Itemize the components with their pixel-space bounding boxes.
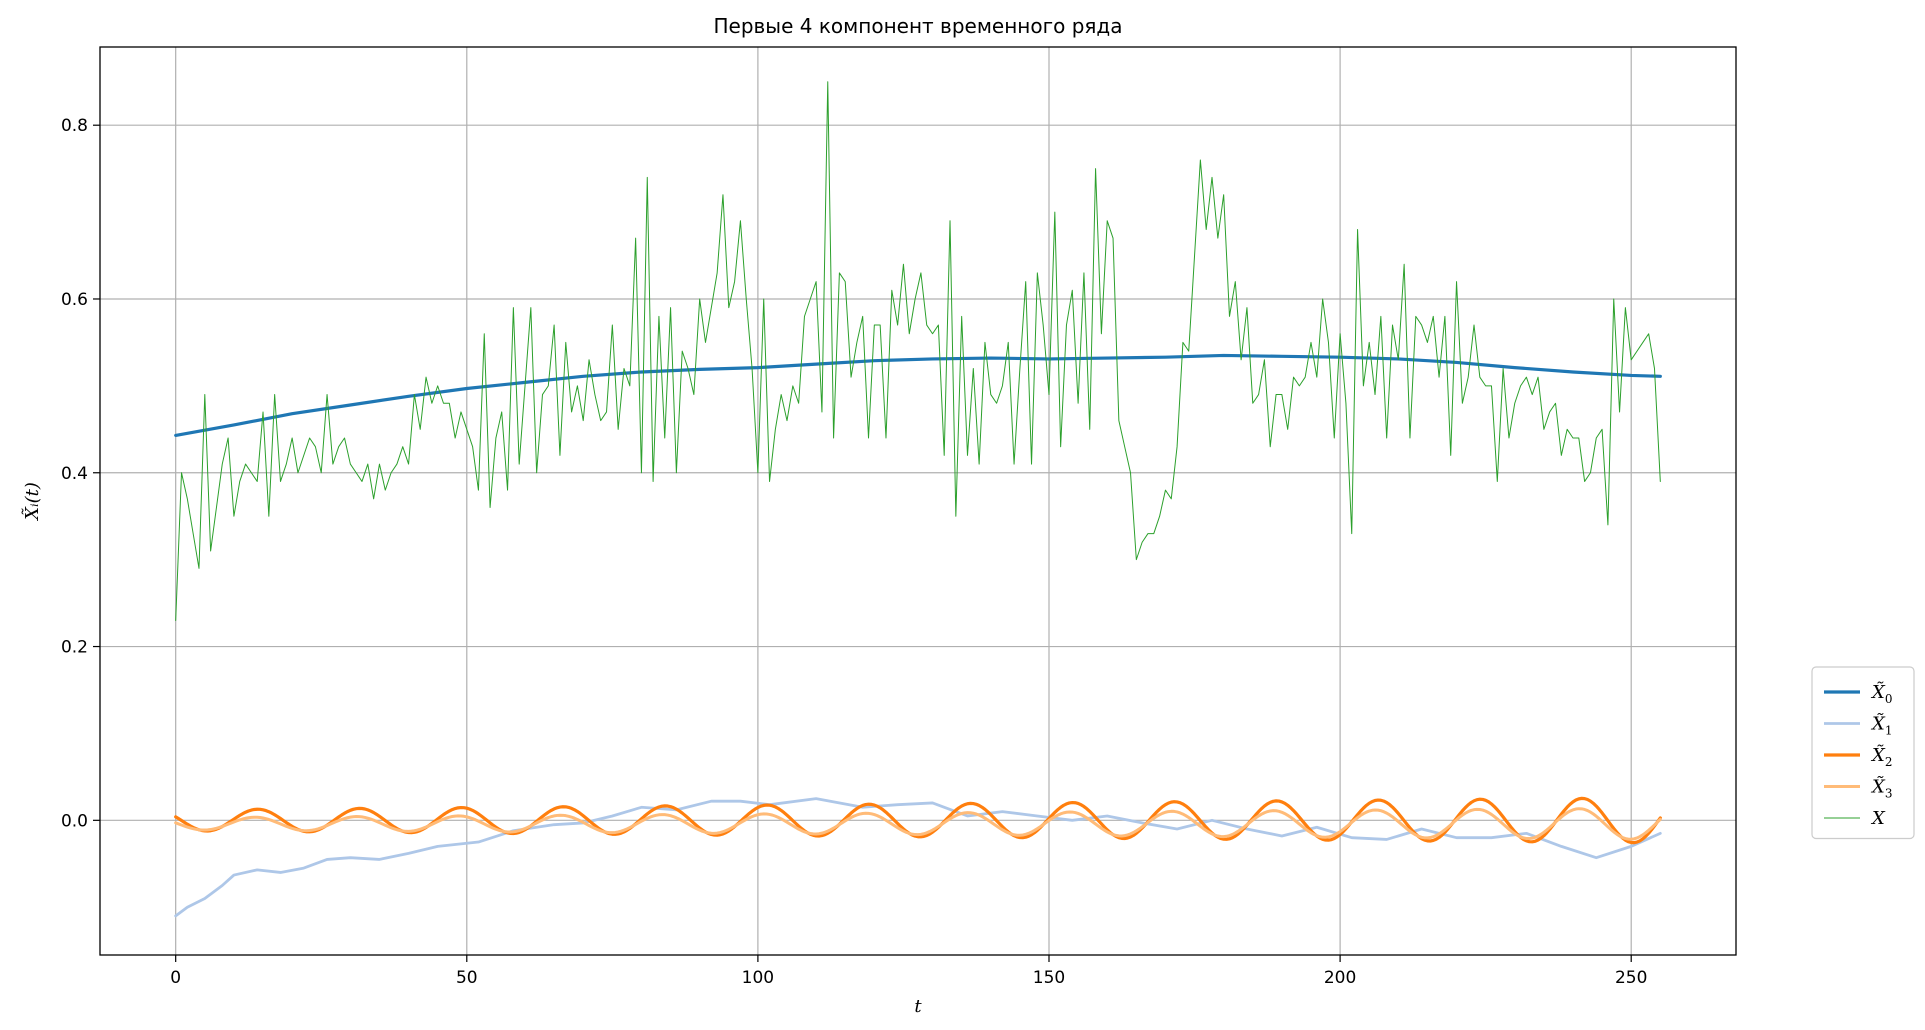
- legend-label-1: X̃1: [1870, 712, 1892, 737]
- series-line-1: [174, 797, 1662, 918]
- x-tick-label: 0: [170, 968, 181, 988]
- legend-label-sub: 2: [1885, 755, 1893, 769]
- legend-label-4: X: [1870, 808, 1886, 829]
- x-tick-label: 250: [1615, 968, 1647, 988]
- plot-frame: [99, 46, 1737, 956]
- y-axis-label: X̃ᵢ(t): [21, 482, 43, 522]
- legend-label-main: X̃: [1870, 744, 1886, 766]
- legend-label-main: X̃: [1870, 681, 1886, 703]
- x-axis-label: t: [914, 996, 922, 1017]
- legend-label-0: X̃0: [1870, 681, 1892, 706]
- x-axis: 0 50 100 150 200 250: [170, 955, 1647, 988]
- x-tick-label: 50: [456, 968, 478, 988]
- x-tick-label: 200: [1324, 968, 1356, 988]
- y-tick-label: 0.2: [61, 638, 88, 658]
- legend-label-sub: 1: [1885, 724, 1893, 738]
- series-layer: [174, 81, 1662, 918]
- y-tick-label: 0.0: [61, 811, 88, 831]
- legend-label-main: X: [1870, 808, 1886, 829]
- y-axis: 0.0 0.2 0.4 0.6 0.8: [61, 116, 100, 831]
- legend-label-2: X̃2: [1870, 744, 1892, 769]
- y-tick-label: 0.8: [61, 116, 88, 136]
- y-tick-label: 0.6: [61, 290, 88, 310]
- series-line-4: [175, 81, 1661, 621]
- legend-label-3: X̃3: [1870, 775, 1892, 800]
- x-tick-label: 100: [742, 968, 774, 988]
- legend-label-main: X̃: [1870, 712, 1886, 734]
- series-line-3: [174, 807, 1662, 841]
- y-tick-label: 0.4: [61, 464, 88, 484]
- legend-label-sub: 3: [1885, 787, 1893, 801]
- x-tick-label: 150: [1033, 968, 1065, 988]
- legend-box: [1811, 666, 1915, 840]
- legend: X̃0X̃1X̃2X̃3X: [1811, 666, 1915, 840]
- legend-label-sub: 0: [1885, 692, 1893, 706]
- chart-title: Первые 4 компонент временного ряда: [713, 14, 1122, 38]
- legend-label-main: X̃: [1870, 775, 1886, 797]
